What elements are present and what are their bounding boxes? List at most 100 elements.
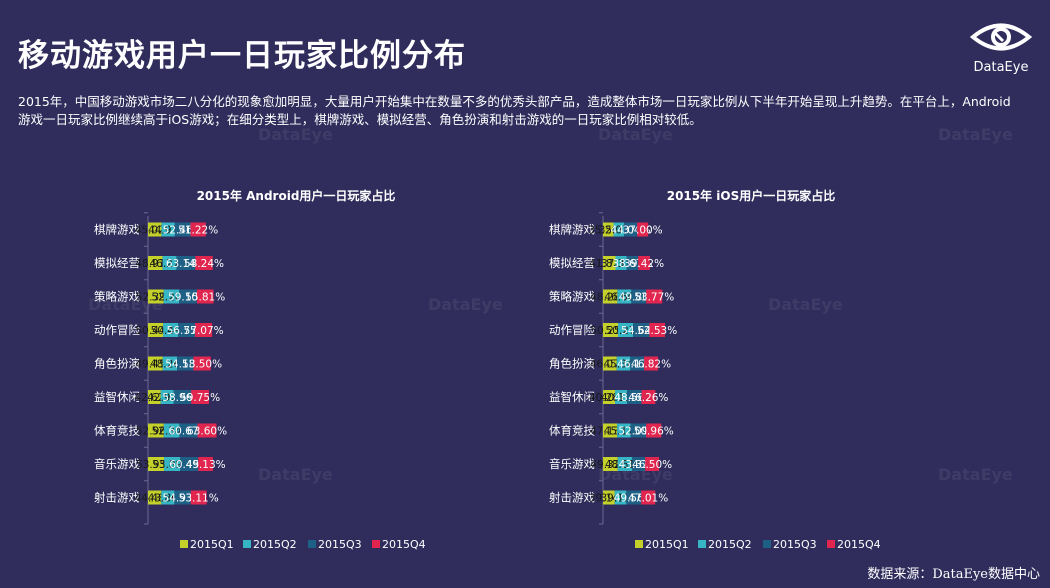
- data-label: 51.22%: [178, 225, 218, 237]
- legend-swatch: [243, 540, 251, 548]
- category-label: 策略游戏: [94, 290, 140, 304]
- chart-title: 2015年 Android用户一日玩家占比: [197, 188, 396, 203]
- bar-segment: [614, 490, 627, 505]
- bar-segment: [148, 390, 161, 404]
- bar-segment: [616, 356, 631, 371]
- bar-segment: [626, 490, 642, 505]
- data-label: 46.50%: [632, 459, 672, 471]
- data-label: 55.81%: [185, 292, 225, 304]
- bar-segment: [190, 490, 207, 505]
- category-label: 射击游戏: [94, 491, 140, 505]
- bar-segment: [160, 390, 174, 404]
- legend-swatch: [372, 540, 380, 548]
- bar-segment: [148, 356, 163, 371]
- bar-segment: [148, 289, 164, 304]
- watermark-7: DataEye: [258, 465, 333, 484]
- watermark-2: DataEye: [598, 125, 673, 144]
- data-label: 46.26%: [628, 392, 668, 404]
- legend-swatch: [763, 540, 771, 548]
- data-label: 37.00%: [623, 225, 663, 237]
- bar-segment: [177, 356, 194, 371]
- data-label: 53.11%: [179, 493, 219, 505]
- bar-segment: [195, 256, 213, 270]
- bar-segment: [641, 490, 656, 505]
- bar-segment: [646, 289, 663, 304]
- bar-segment: [617, 423, 631, 438]
- category-label: 角色扮演: [94, 357, 140, 371]
- bar-segment: [148, 457, 165, 471]
- bar-segment: [649, 323, 666, 337]
- category-label: 动作冒险: [549, 323, 595, 337]
- data-label: 47.01%: [628, 493, 668, 505]
- category-label: 音乐游戏: [94, 457, 140, 471]
- bar-segment: [637, 222, 649, 237]
- bar-segment: [163, 323, 179, 337]
- category-label: 模拟经营: [94, 256, 140, 270]
- ios-chart: 2015年 iOS用户一日玩家占比棋牌游戏35.20%35.07%44.04%3…: [549, 188, 881, 551]
- bar-segment: [623, 222, 638, 237]
- category-label: 棋牌游戏: [549, 223, 595, 237]
- data-label: 49.13%: [186, 459, 226, 471]
- legend-swatch: [827, 540, 835, 548]
- eye-logo-icon: [969, 23, 1033, 51]
- bar-segment: [191, 390, 209, 404]
- bar-segment: [644, 356, 659, 371]
- bar-segment: [603, 323, 619, 337]
- bar-segment: [148, 222, 162, 237]
- bar-segment: [603, 423, 618, 438]
- data-label: 39.42%: [624, 258, 664, 270]
- bar-segment: [603, 457, 618, 471]
- data-label: 53.77%: [634, 292, 674, 304]
- bar-segment: [630, 356, 645, 371]
- bar-segment: [197, 423, 217, 438]
- data-label: 46.82%: [631, 359, 671, 371]
- bar-segment: [630, 423, 647, 438]
- watermark-4: DataEye: [88, 295, 163, 314]
- bar-segment: [603, 256, 616, 270]
- category-label: 模拟经营: [549, 256, 595, 270]
- bar-segment: [196, 289, 214, 304]
- bar-segment: [148, 256, 163, 270]
- bar-segment: [193, 356, 211, 371]
- legend-label: 2015Q1: [645, 538, 689, 551]
- bar-segment: [633, 323, 650, 337]
- bar-segment: [638, 256, 650, 270]
- page-title: 移动游戏用户一日玩家比例分布: [18, 38, 466, 74]
- legend-label: 2015Q1: [190, 538, 234, 551]
- category-label: 益智休闲: [94, 390, 140, 404]
- legend-label: 2015Q4: [837, 538, 881, 551]
- legend-swatch: [698, 540, 706, 548]
- bar-segment: [198, 457, 213, 471]
- bar-segment: [148, 323, 164, 337]
- bar-segment: [162, 256, 177, 270]
- bar-segment: [632, 457, 646, 471]
- bar-segment: [646, 423, 662, 438]
- data-label: 50.96%: [634, 426, 674, 438]
- data-label: 63.60%: [187, 426, 227, 438]
- bar-segment: [176, 256, 196, 270]
- bar-segment: [161, 222, 175, 237]
- watermark-3: DataEye: [938, 125, 1013, 144]
- bar-segment: [174, 490, 191, 505]
- chart-title: 2015年 iOS用户一日玩家占比: [667, 188, 836, 203]
- category-label: 棋牌游戏: [94, 223, 140, 237]
- android-chart: 2015年 Android用户一日玩家占比棋牌游戏45.02%44.91%52.…: [94, 188, 426, 551]
- bar-segment: [163, 423, 180, 438]
- legend-label: 2015Q2: [253, 538, 297, 551]
- bar-segment: [627, 390, 642, 404]
- data-label: 57.07%: [184, 325, 224, 337]
- bar-segment: [613, 222, 624, 237]
- category-label: 策略游戏: [549, 290, 595, 304]
- bar-segment: [615, 390, 628, 404]
- watermark-9: DataEye: [938, 465, 1013, 484]
- bar-segment: [618, 323, 634, 337]
- data-label: 58.50%: [182, 359, 222, 371]
- category-label: 体育竞技: [94, 424, 140, 438]
- bar-segment: [645, 457, 660, 471]
- category-label: 音乐游戏: [549, 457, 595, 471]
- bar-segment: [626, 256, 639, 270]
- watermark-6: DataEye: [768, 295, 843, 314]
- bar-segment: [148, 423, 164, 438]
- bar-segment: [163, 289, 180, 304]
- bar-segment: [179, 289, 197, 304]
